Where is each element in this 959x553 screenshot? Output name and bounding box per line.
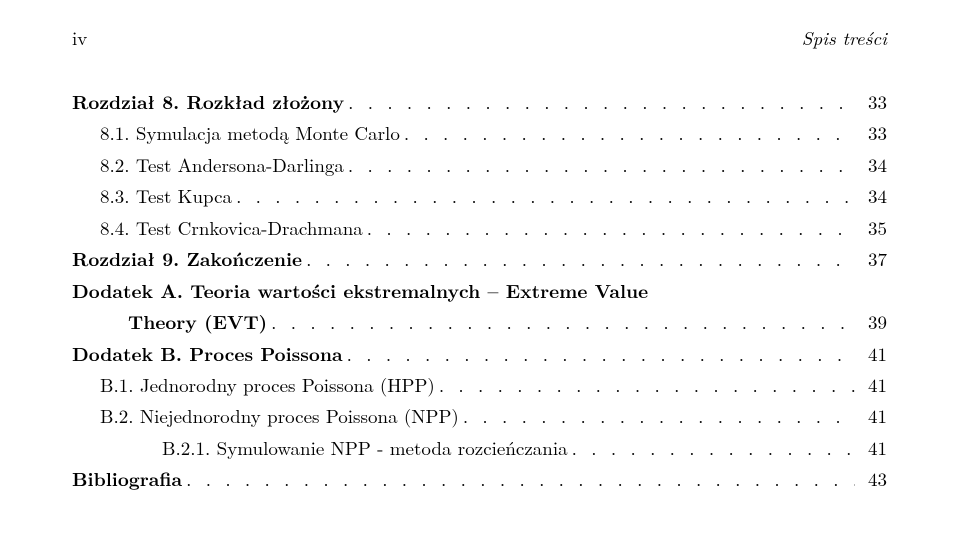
dot-leader xyxy=(463,401,855,430)
toc-label: Dodatek B. Proces Poissona xyxy=(72,339,343,368)
toc-page-number: 43 xyxy=(859,464,887,493)
toc-label: Theory (EVT) xyxy=(128,307,267,336)
page-number-roman: iv xyxy=(72,24,87,51)
toc-page-number: 34 xyxy=(859,150,887,179)
toc-entry-continuation: Theory (EVT) 39 xyxy=(72,307,887,336)
dot-leader xyxy=(306,244,855,273)
toc-label: B.2.1. Symulowanie NPP - metoda rozcieńc… xyxy=(162,433,568,462)
toc-page-number: 41 xyxy=(859,339,887,368)
dot-leader xyxy=(572,433,855,462)
toc-entry: 8.3. Test Kupca 34 xyxy=(72,181,887,210)
dot-leader xyxy=(348,150,855,179)
table-of-contents: Rozdział 8. Rozkład złożony338.1. Symula… xyxy=(72,87,887,494)
toc-page-number: 35 xyxy=(859,213,887,242)
dot-leader xyxy=(439,370,855,399)
toc-label: 8.4. Test Crnkovica-Drachmana xyxy=(100,213,363,242)
toc-entry: Rozdział 9. Zakończenie 37 xyxy=(72,244,887,273)
section-title: Spis treści xyxy=(802,24,887,51)
dot-leader xyxy=(271,307,855,336)
toc-page-number: 37 xyxy=(859,244,887,273)
toc-entry: 8.2. Test Andersona-Darlinga 34 xyxy=(72,150,887,179)
dot-leader xyxy=(186,464,855,493)
dot-leader xyxy=(348,87,855,116)
dot-leader xyxy=(347,339,855,368)
dot-leader xyxy=(367,213,855,242)
toc-label: Bibliografia xyxy=(72,464,182,493)
toc-page-number: 41 xyxy=(859,370,887,399)
toc-entry: B.2. Niejednorodny proces Poissona (NPP)… xyxy=(72,401,887,430)
toc-entry: Dodatek A. Teoria wartości ekstremalnych… xyxy=(72,276,887,305)
running-head: iv Spis treści xyxy=(72,24,887,51)
toc-entry: 8.1. Symulacja metodą Monte Carlo 33 xyxy=(72,118,887,147)
dot-leader xyxy=(404,118,855,147)
toc-label: B.1. Jednorodny proces Poissona (HPP) xyxy=(100,370,435,399)
toc-entry: B.1. Jednorodny proces Poissona (HPP) 41 xyxy=(72,370,887,399)
toc-label: 8.1. Symulacja metodą Monte Carlo xyxy=(100,118,400,147)
toc-page-number: 39 xyxy=(859,307,887,336)
dot-leader xyxy=(236,181,855,210)
toc-entry: Rozdział 8. Rozkład złożony 33 xyxy=(72,87,887,116)
toc-label: Dodatek A. Teoria wartości ekstremalnych… xyxy=(72,276,648,305)
toc-label: 8.3. Test Kupca xyxy=(100,181,232,210)
toc-entry: B.2.1. Symulowanie NPP - metoda rozcieńc… xyxy=(72,433,887,462)
toc-label: Rozdział 8. Rozkład złożony xyxy=(72,87,344,116)
toc-page-number: 41 xyxy=(859,433,887,462)
document-page: iv Spis treści Rozdział 8. Rozkład złożo… xyxy=(0,0,959,494)
toc-label: B.2. Niejednorodny proces Poissona (NPP) xyxy=(100,401,459,430)
toc-page-number: 33 xyxy=(859,87,887,116)
toc-label: 8.2. Test Andersona-Darlinga xyxy=(100,150,344,179)
toc-label: Rozdział 9. Zakończenie xyxy=(72,244,302,273)
toc-entry: Bibliografia 43 xyxy=(72,464,887,493)
toc-entry: Dodatek B. Proces Poissona 41 xyxy=(72,339,887,368)
toc-page-number: 33 xyxy=(859,118,887,147)
toc-page-number: 41 xyxy=(859,401,887,430)
toc-page-number: 34 xyxy=(859,181,887,210)
toc-entry: 8.4. Test Crnkovica-Drachmana 35 xyxy=(72,213,887,242)
